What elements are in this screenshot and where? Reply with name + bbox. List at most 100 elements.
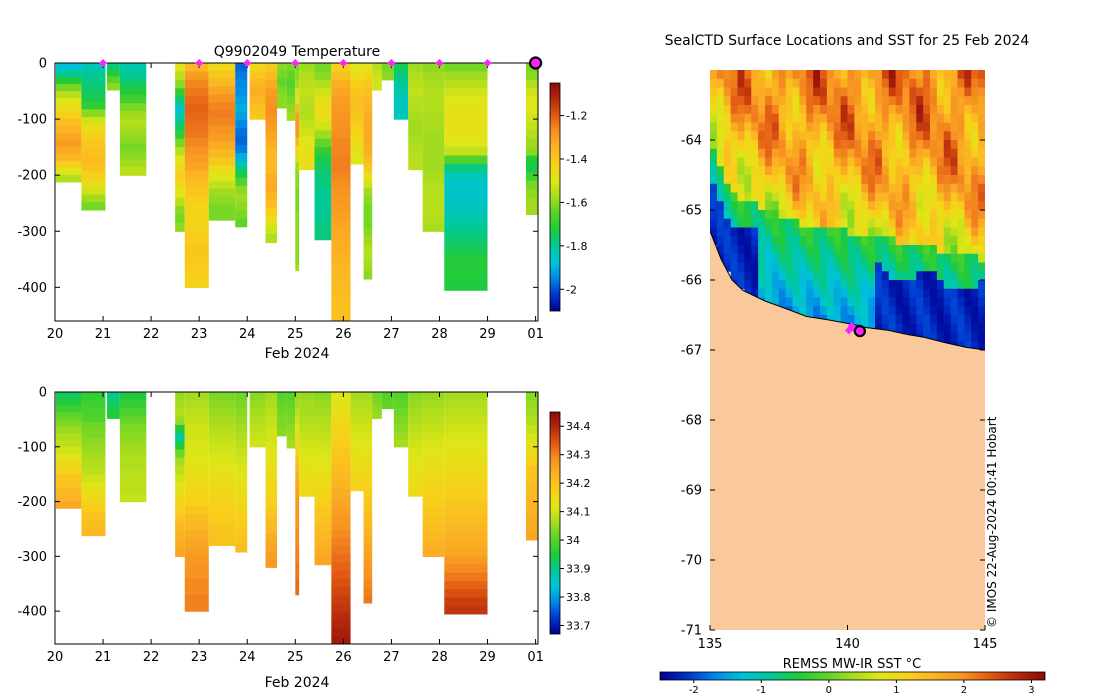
sst-cell xyxy=(847,262,855,272)
sst-cell xyxy=(861,96,869,106)
profile-cell xyxy=(55,446,82,455)
profile-cell xyxy=(295,79,300,89)
profile-cell xyxy=(525,498,538,508)
sst-cell xyxy=(751,183,759,193)
sst-cell xyxy=(868,201,876,211)
sst-cell xyxy=(881,253,890,263)
sst-cell xyxy=(909,175,917,185)
sst-cell xyxy=(785,157,793,167)
coastline xyxy=(710,230,985,351)
profile-cell xyxy=(295,554,300,563)
profile-cell xyxy=(295,521,300,531)
profile-cell xyxy=(81,459,106,469)
sst-cell xyxy=(833,70,842,80)
profile-cell xyxy=(277,77,287,87)
profile-cell xyxy=(525,482,538,492)
profile-cell xyxy=(314,457,332,467)
profile-cell xyxy=(314,507,332,516)
profile-cell xyxy=(277,392,287,400)
profile-cell xyxy=(408,153,423,162)
sst-cell xyxy=(964,253,972,263)
sst-cell xyxy=(771,253,780,263)
sst-cell xyxy=(716,122,725,132)
sst-cell xyxy=(943,210,952,220)
colorbar-tick-label: -2 xyxy=(689,685,699,696)
sst-cell xyxy=(799,306,807,316)
sst-cell xyxy=(765,70,773,80)
sst-cell xyxy=(723,87,732,97)
sst-cell xyxy=(854,210,862,220)
sst-cell xyxy=(936,157,945,167)
profile-cell xyxy=(55,439,82,448)
sst-cell xyxy=(820,306,828,316)
profile-cell xyxy=(55,473,82,482)
profile-cell xyxy=(106,76,120,84)
sst-cell xyxy=(744,166,752,176)
profile-cell xyxy=(119,478,147,487)
sst-cell xyxy=(916,201,924,211)
profile-cell xyxy=(55,76,82,85)
profile-cell xyxy=(422,441,445,451)
sst-cell xyxy=(909,288,917,298)
sst-cell xyxy=(888,297,897,307)
sst-cell xyxy=(765,122,773,132)
profile-cell xyxy=(408,488,423,497)
sst-cell xyxy=(826,245,835,255)
profile-cell xyxy=(314,548,332,557)
sst-cell xyxy=(916,166,924,176)
profile-cell xyxy=(408,400,423,409)
profile-cell xyxy=(81,194,106,203)
profile-cell xyxy=(299,456,315,465)
sst-cell xyxy=(847,78,855,88)
profile-cell xyxy=(208,476,236,485)
sst-cell xyxy=(916,131,924,141)
sst-cell xyxy=(785,122,793,132)
sst-cell xyxy=(895,96,903,106)
profile-cell xyxy=(277,406,287,415)
profile-cell xyxy=(331,424,351,434)
profile-cell xyxy=(208,180,236,190)
profile-cell xyxy=(331,121,351,131)
sst-cell xyxy=(957,166,965,176)
profile-cell xyxy=(331,562,351,572)
sst-cell xyxy=(710,122,718,132)
sst-cell xyxy=(895,227,903,237)
profile-cell xyxy=(249,103,266,112)
sst-cell xyxy=(813,122,821,132)
sst-cell xyxy=(758,218,766,228)
profile-cell xyxy=(363,137,373,147)
profile-cell xyxy=(331,522,351,531)
profile-cell xyxy=(525,172,538,182)
profile-column-4 xyxy=(119,392,147,503)
sst-cell xyxy=(861,271,869,281)
profile-cell xyxy=(119,392,147,401)
sst-cell xyxy=(820,148,828,158)
sst-cell xyxy=(765,192,773,202)
profile-cell xyxy=(314,523,332,533)
sst-cell xyxy=(710,113,718,123)
profile-cell xyxy=(299,432,315,441)
profile-cell xyxy=(175,71,185,81)
profile-cell xyxy=(525,197,538,207)
sst-cell xyxy=(978,175,985,185)
profile-column-12 xyxy=(286,63,296,121)
sst-cell xyxy=(971,288,979,298)
sst-cell xyxy=(957,323,965,333)
profile-cell xyxy=(444,180,488,190)
profile-cell xyxy=(265,191,278,201)
profile-cell xyxy=(81,437,106,446)
profile-column-16 xyxy=(331,392,351,644)
sst-cell xyxy=(758,280,766,290)
profile-cell xyxy=(525,138,538,148)
profile-cell xyxy=(331,204,351,214)
sst-cell xyxy=(895,323,903,333)
sst-cell xyxy=(950,288,958,298)
sst-cell xyxy=(840,253,848,263)
sst-cell xyxy=(833,78,842,88)
sst-cell xyxy=(840,148,848,158)
profile-cell xyxy=(363,465,373,474)
profile-cell xyxy=(444,392,488,401)
profile-cell xyxy=(363,440,373,450)
profile-cell xyxy=(422,449,445,459)
profile-cell xyxy=(295,195,300,205)
